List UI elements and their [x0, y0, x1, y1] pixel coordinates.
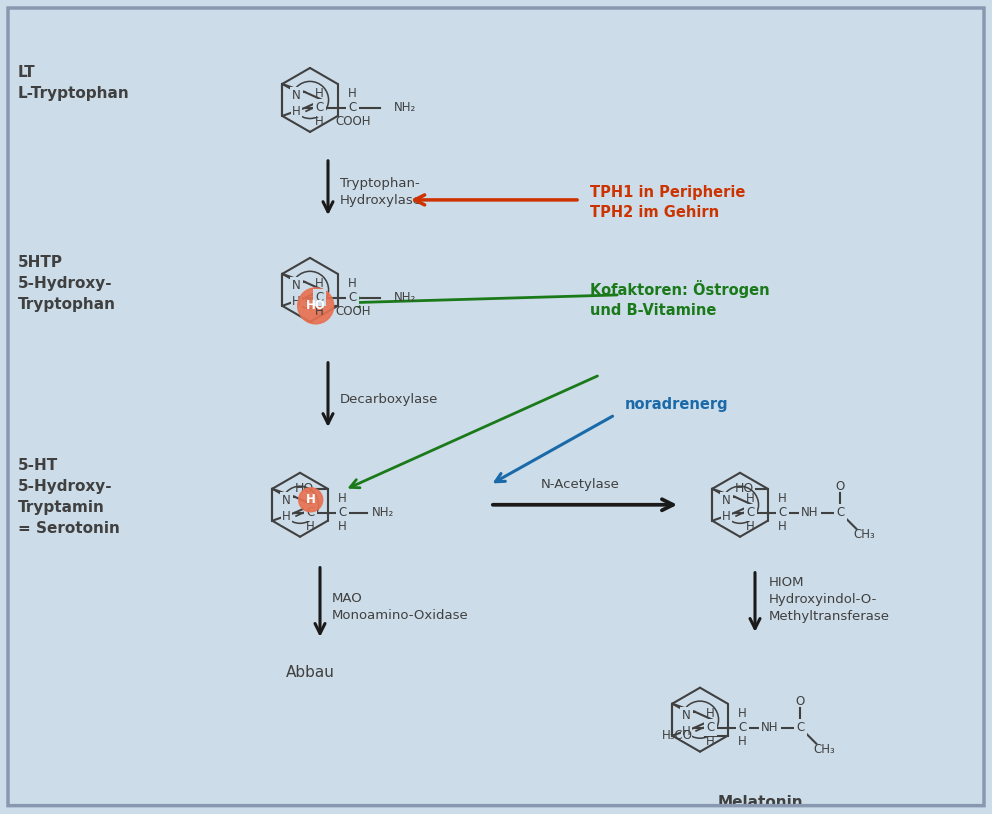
Text: H: H — [315, 116, 324, 129]
Text: H: H — [293, 106, 301, 119]
Text: H: H — [315, 305, 324, 318]
Text: NH₂: NH₂ — [394, 102, 416, 115]
Text: Kofaktoren: Östrogen
und B-Vitamine: Kofaktoren: Östrogen und B-Vitamine — [590, 280, 770, 317]
Text: N-Acetylase: N-Acetylase — [541, 478, 619, 491]
Text: H: H — [315, 278, 324, 291]
Text: Abbau: Abbau — [286, 665, 334, 680]
Text: HO: HO — [306, 300, 325, 313]
Text: CH₃: CH₃ — [813, 743, 835, 756]
Text: C: C — [779, 506, 787, 519]
Text: NH₂: NH₂ — [372, 506, 394, 519]
Text: H: H — [293, 295, 301, 309]
Circle shape — [299, 488, 322, 512]
Text: H: H — [306, 493, 315, 506]
Text: N: N — [293, 90, 301, 103]
Text: LT
L-Tryptophan: LT L-Tryptophan — [18, 65, 130, 101]
Text: H: H — [746, 492, 755, 505]
Text: C: C — [739, 721, 747, 734]
Text: HO: HO — [295, 482, 313, 495]
Text: Decarboxylase: Decarboxylase — [340, 393, 438, 406]
Text: C: C — [315, 102, 323, 115]
Text: H: H — [283, 510, 291, 523]
Text: Tryptophan-
Hydroxylase: Tryptophan- Hydroxylase — [340, 177, 422, 207]
Text: H: H — [348, 278, 357, 291]
Text: H: H — [706, 735, 715, 748]
Text: C: C — [706, 721, 715, 734]
Text: C: C — [747, 506, 755, 519]
Text: Melatonin: Melatonin — [717, 794, 803, 810]
Text: H: H — [746, 520, 755, 533]
Text: H: H — [338, 520, 347, 533]
Text: H: H — [779, 492, 787, 505]
Text: H: H — [307, 520, 315, 533]
Text: O: O — [835, 480, 845, 493]
Text: H: H — [722, 510, 731, 523]
Text: COOH: COOH — [335, 116, 370, 129]
Text: noradrenerg: noradrenerg — [625, 397, 729, 413]
Text: COOH: COOH — [335, 305, 370, 318]
Text: N: N — [283, 494, 291, 507]
Text: H: H — [348, 87, 357, 100]
Text: NH₂: NH₂ — [394, 291, 416, 304]
Text: N: N — [682, 709, 691, 722]
Text: MAO
Monoamino-Oxidase: MAO Monoamino-Oxidase — [332, 592, 469, 622]
Text: H: H — [682, 725, 691, 738]
Text: C: C — [797, 721, 805, 734]
Text: HO: HO — [734, 482, 754, 495]
Text: 5-HT
5-Hydroxy-
Tryptamin
= Serotonin: 5-HT 5-Hydroxy- Tryptamin = Serotonin — [18, 457, 120, 536]
Text: H: H — [738, 707, 747, 720]
Text: H: H — [315, 87, 324, 100]
Text: H: H — [338, 492, 347, 505]
Text: C: C — [348, 102, 357, 115]
Text: NH: NH — [802, 506, 818, 519]
Text: N: N — [293, 279, 301, 292]
Text: H: H — [738, 735, 747, 748]
Text: CH₃: CH₃ — [853, 528, 875, 541]
Circle shape — [298, 288, 333, 324]
Text: O: O — [796, 695, 805, 708]
Text: H: H — [706, 707, 715, 720]
Text: N: N — [722, 494, 731, 507]
Text: TPH1 in Peripherie
TPH2 im Gehirn: TPH1 in Peripherie TPH2 im Gehirn — [590, 185, 745, 220]
Text: C: C — [307, 506, 314, 519]
Text: C: C — [348, 291, 357, 304]
Text: 5HTP
5-Hydroxy-
Tryptophan: 5HTP 5-Hydroxy- Tryptophan — [18, 255, 116, 312]
Text: NH: NH — [761, 721, 779, 734]
Text: C: C — [315, 291, 323, 304]
Text: C: C — [338, 506, 347, 519]
Text: H₃CO: H₃CO — [662, 729, 692, 742]
Text: H: H — [779, 520, 787, 533]
Text: C: C — [836, 506, 844, 519]
Text: HIOM
Hydroxyindol-O-
Methyltransferase: HIOM Hydroxyindol-O- Methyltransferase — [769, 576, 890, 624]
